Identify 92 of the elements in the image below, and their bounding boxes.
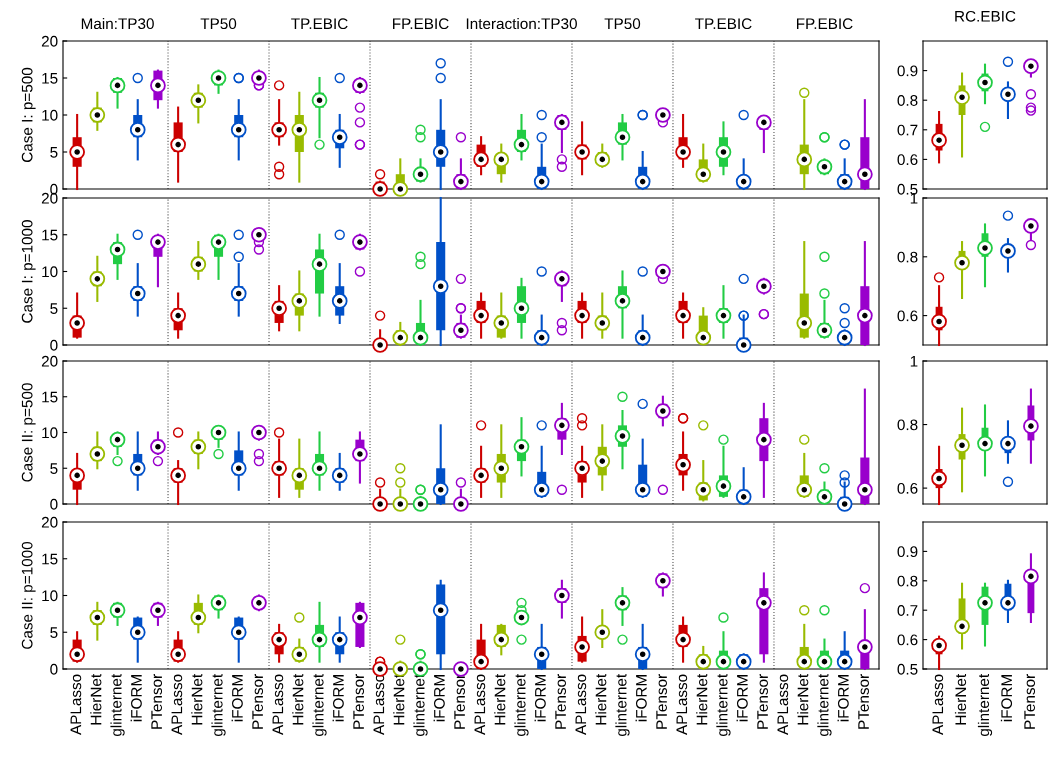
x-tick-label: iFORM <box>736 675 748 722</box>
y-tick-label: 0.8 <box>897 251 918 263</box>
y-tick-label: 0.8 <box>897 95 918 106</box>
y-tick-label: 0.9 <box>897 65 918 77</box>
x-tick-label: iFORM <box>635 675 647 722</box>
x-tick-label: PTensor <box>252 674 264 729</box>
y-tick-label: 0.8 <box>897 575 918 587</box>
y-tick-label: 10 <box>42 427 58 439</box>
chart-title: RC.EBIC <box>955 10 1016 22</box>
y-tick-label: 0.6 <box>897 310 918 322</box>
y-tick-label: 0 <box>50 339 58 351</box>
x-tick-label: PTensor <box>151 674 163 729</box>
x-tick-label: APLasso <box>70 674 82 735</box>
y-tick-label: 5 <box>50 303 58 314</box>
x-tick-label: PTensor <box>858 674 869 729</box>
x-tick-label: HierNet <box>191 673 203 725</box>
y-axis-title: Case II: p=500 <box>21 383 36 482</box>
text: FP.EBIC <box>393 18 449 30</box>
x-tick-label: PTensor <box>555 674 566 729</box>
y-axis-title: Case I: p=500 <box>21 67 36 162</box>
x-tick-label: APLasso <box>777 674 789 735</box>
x-tick-label: APLasso <box>272 674 284 735</box>
x-tick-label: HierNet <box>292 673 304 725</box>
x-tick-label: APLasso <box>373 674 385 735</box>
text: TP.EBIC <box>695 18 752 30</box>
x-tick-label: PTensor <box>757 674 768 729</box>
y-tick-label: 5 <box>50 463 58 474</box>
text: Interaction:TP30 <box>466 17 577 30</box>
x-tick-label: iFORM <box>231 675 243 722</box>
y-tick-label: 1 <box>910 356 918 367</box>
x-tick-label: PTensor <box>1024 674 1036 729</box>
y-tick-label: 20 <box>41 35 58 47</box>
x-tick-label: HierNet <box>393 673 405 725</box>
y-tick-label: 0.5 <box>897 183 918 195</box>
y-tick-label: 0.9 <box>897 546 918 558</box>
x-tick-label: glinternet <box>615 673 630 737</box>
x-tick-label: glinternet <box>413 673 428 737</box>
x-tick-label: HierNet <box>954 673 967 725</box>
x-tick-label: glinternet <box>514 673 529 737</box>
x-tick-label: HierNet <box>494 673 506 725</box>
y-tick-label: 0 <box>50 663 58 675</box>
x-tick-label: PTensor <box>454 674 465 729</box>
y-tick-label: 0.8 <box>897 419 918 431</box>
y-tick-label: 0 <box>50 498 58 510</box>
x-tick-label: HierNet <box>90 673 102 725</box>
y-tick-label: 0.6 <box>897 482 918 494</box>
x-tick-label: APLasso <box>575 674 587 735</box>
x-tick-label: APLasso <box>171 674 183 735</box>
x-tick-label: PTensor <box>353 674 365 729</box>
x-tick-label: iFORM <box>837 675 849 722</box>
y-tick-label: 0.5 <box>897 663 918 675</box>
text: Main:TP30 <box>81 17 154 30</box>
x-tick-label: HierNet <box>595 673 607 725</box>
y-tick-label: 20 <box>41 355 58 367</box>
x-tick-label: glinternet <box>312 673 327 737</box>
y-axis-title: Case II: p=1000 <box>21 541 36 649</box>
y-tick-label: 1 <box>910 193 918 204</box>
y-tick-label: 15 <box>42 73 58 84</box>
y-tick-label: 0.7 <box>897 124 918 136</box>
x-tick-label: APLasso <box>676 674 688 735</box>
y-tick-label: 10 <box>42 266 58 278</box>
y-tick-label: 10 <box>42 109 58 121</box>
y-tick-label: 15 <box>42 391 58 403</box>
y-tick-label: 0.6 <box>897 154 918 166</box>
y-tick-label: 20 <box>41 516 58 528</box>
y-tick-label: 15 <box>42 229 58 241</box>
text: TP.EBIC <box>291 18 348 30</box>
x-tick-label: glinternet <box>211 673 226 737</box>
x-tick-label: APLasso <box>474 674 486 735</box>
x-tick-label: iFORM <box>534 675 546 722</box>
x-tick-label: HierNet <box>696 673 708 725</box>
text: FP.EBIC <box>796 18 853 30</box>
x-tick-label: iFORM <box>130 675 142 722</box>
x-tick-label: glinternet <box>110 673 125 737</box>
y-axis-title: Case I: p=1000 <box>21 220 36 323</box>
y-tick-label: 15 <box>42 553 58 565</box>
text: TP50 <box>604 18 641 30</box>
x-tick-label: glinternet <box>716 673 731 737</box>
x-tick-label: iFORM <box>433 675 445 722</box>
x-tick-label: glinternet <box>977 673 993 737</box>
x-tick-label: HierNet <box>797 673 809 725</box>
y-tick-label: 0.6 <box>897 634 918 646</box>
x-tick-label: PTensor <box>656 674 667 729</box>
y-tick-label: 0.7 <box>897 605 918 616</box>
x-tick-label: iFORM <box>1000 675 1013 722</box>
x-tick-label: glinternet <box>817 673 832 737</box>
x-tick-label: iFORM <box>332 675 344 722</box>
y-tick-label: 10 <box>42 590 58 602</box>
y-tick-label: 5 <box>50 147 58 158</box>
y-tick-label: 5 <box>50 627 58 638</box>
x-tick-label: APLasso <box>932 674 944 735</box>
text: TP50 <box>200 18 237 30</box>
